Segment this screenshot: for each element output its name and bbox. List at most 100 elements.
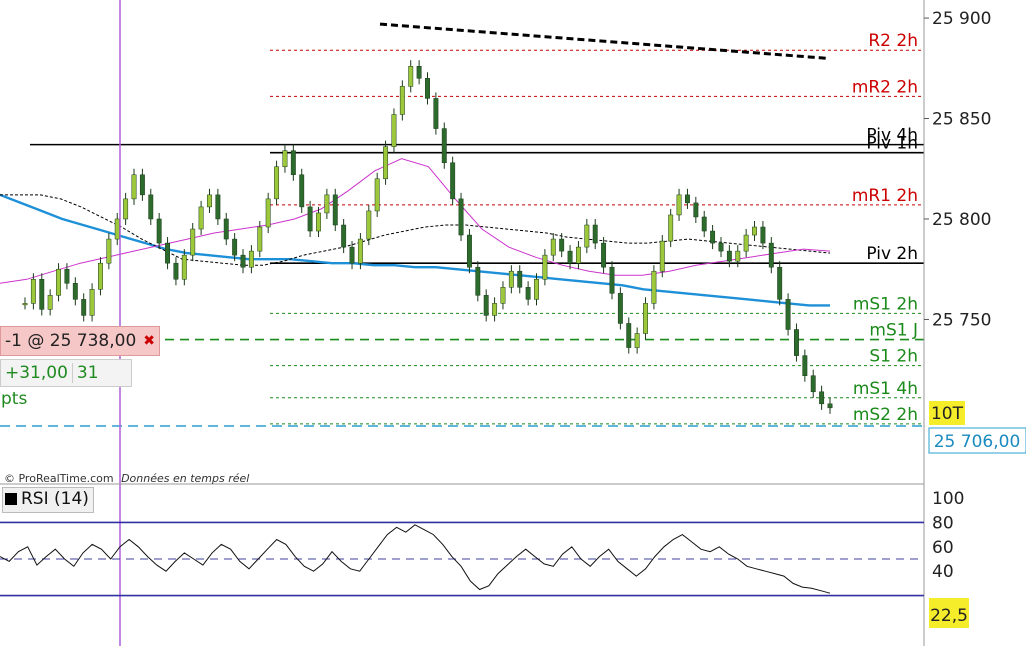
candle-body <box>517 270 523 288</box>
countdown-badge: 10T <box>929 401 965 425</box>
svg-text:22,5: 22,5 <box>930 606 968 626</box>
rsi-pane: 40 60 80 100 <box>0 489 964 597</box>
candle <box>416 60 422 85</box>
candle <box>165 237 171 270</box>
candle <box>383 140 389 185</box>
candle-body <box>416 66 422 79</box>
level-label-5: Piv 2h <box>866 244 918 264</box>
level-label-8: S1 2h <box>869 347 918 367</box>
level-label-7: mS1 J <box>869 321 918 341</box>
candle-body <box>316 212 321 232</box>
level-label-6: mS1 2h <box>853 294 918 314</box>
candle-body <box>265 198 271 228</box>
candle-body <box>366 210 372 240</box>
svg-text:10T: 10T <box>931 404 964 424</box>
candle <box>248 245 254 274</box>
candle-body <box>207 194 212 208</box>
candle-body <box>408 66 414 87</box>
candle <box>39 273 45 316</box>
gain-pts: 31 pts <box>1 363 99 409</box>
candle <box>282 144 288 173</box>
candle-body <box>332 194 338 226</box>
candle-body <box>794 329 799 356</box>
candle <box>181 249 187 286</box>
candle-body <box>198 206 204 230</box>
position-order-box[interactable]: -1 @ 25 738,00 ✖ <box>0 326 160 356</box>
candle <box>458 192 464 242</box>
candle <box>542 249 548 286</box>
level-label-4: mR1 2h <box>852 186 918 206</box>
candle <box>391 108 397 153</box>
candle <box>651 265 657 310</box>
candle <box>575 241 581 270</box>
candle <box>827 397 833 414</box>
level-label-1: mR2 2h <box>852 77 918 97</box>
candle-body <box>165 242 171 264</box>
candle-body <box>47 295 53 310</box>
candle-body <box>592 224 598 244</box>
candle-body <box>735 250 741 262</box>
candle <box>22 297 28 310</box>
rsi-axis-label: 40 <box>932 562 954 582</box>
candle-body <box>215 194 221 220</box>
candle-body <box>458 198 464 236</box>
source-credit: © ProRealTime.com Données en temps réel <box>4 472 249 485</box>
candle <box>617 287 623 330</box>
candle <box>634 327 640 354</box>
level-label-2: Piv 4h <box>866 126 918 146</box>
candle-body <box>148 194 154 220</box>
candle-body <box>374 178 380 212</box>
candle <box>550 233 556 262</box>
candle <box>299 168 305 213</box>
rsi-title[interactable]: RSI (14) <box>2 487 94 513</box>
candle <box>332 188 338 232</box>
candle <box>72 277 78 306</box>
candle-body <box>768 242 774 268</box>
candle <box>567 245 573 270</box>
candle <box>425 72 430 105</box>
candle <box>483 289 489 322</box>
rsi-series <box>0 524 831 594</box>
candle <box>676 188 682 221</box>
candle <box>131 168 137 205</box>
candle-body <box>525 287 531 300</box>
candle <box>601 237 607 274</box>
candle <box>743 229 749 258</box>
candle-body <box>626 323 632 348</box>
candle <box>592 218 598 250</box>
candle-body <box>391 114 397 147</box>
candle-body <box>534 279 539 300</box>
candle <box>433 92 439 135</box>
price-axis[interactable]: 25 750 25 800 25 850 25 900 <box>924 9 991 330</box>
candle-body <box>341 224 347 248</box>
candle <box>207 188 212 213</box>
candle <box>366 204 372 246</box>
trend-line-dashed <box>379 22 827 60</box>
candle <box>198 200 204 236</box>
candle-body <box>399 86 405 115</box>
rsi-axis[interactable]: 40 60 80 100 <box>932 489 964 582</box>
candle <box>735 245 741 268</box>
candle-body <box>357 238 363 264</box>
candle <box>752 220 757 242</box>
candle-body <box>567 250 573 264</box>
candle <box>89 283 95 322</box>
candle-body <box>651 270 657 304</box>
candle <box>399 80 405 121</box>
candle <box>794 323 799 362</box>
candle-body <box>282 150 288 167</box>
close-position-icon[interactable]: ✖ <box>143 333 155 349</box>
candle <box>802 349 808 382</box>
candle <box>609 261 615 300</box>
candle <box>810 369 816 398</box>
candle-body <box>156 218 162 244</box>
candle-body <box>718 242 724 252</box>
candle-body <box>181 254 187 280</box>
candle <box>777 261 783 306</box>
candle <box>156 212 162 250</box>
candle-body <box>56 268 61 296</box>
candle-body <box>30 279 36 304</box>
rsi-axis-label: 80 <box>932 513 954 533</box>
